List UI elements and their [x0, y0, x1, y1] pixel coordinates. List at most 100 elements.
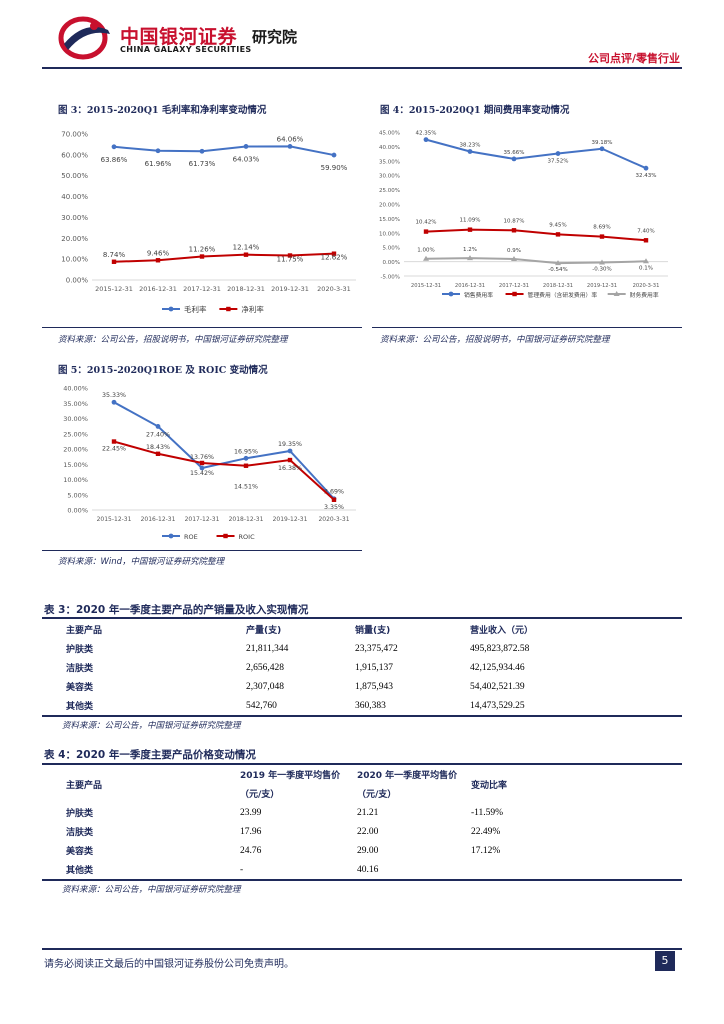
table-cell: 360,383 — [355, 700, 386, 711]
table-row: 其他类 - 40.16 — [62, 860, 590, 879]
table-cell: 其他类 — [66, 866, 94, 876]
data-label: 32.43% — [636, 173, 657, 179]
series-line — [425, 228, 647, 242]
y-tick-label: 25.00% — [379, 188, 400, 194]
y-tick-label: 30.00% — [61, 214, 88, 222]
footer-disclaimer: 请务必阅读正文最后的中国银河证券股份公司免责声明。 — [44, 959, 294, 970]
data-label: 0.9% — [507, 248, 521, 254]
footer-rule — [42, 948, 682, 950]
x-tick-label: 2019-12-31 — [271, 285, 309, 293]
series-line — [113, 145, 335, 157]
data-point — [155, 451, 161, 456]
data-label: 9.45% — [549, 222, 566, 228]
x-tick-label: 2016-12-31 — [141, 516, 176, 523]
data-label: 15.42% — [190, 470, 214, 477]
table-cell: 23.99 — [240, 807, 262, 818]
brand-institute: 研究院 — [252, 28, 298, 46]
brand-name-cn: 中国银河证券 — [120, 26, 238, 48]
data-point — [199, 148, 205, 154]
data-point — [243, 144, 249, 149]
table-cell — [467, 860, 590, 879]
data-point — [423, 255, 429, 261]
data-point — [199, 465, 205, 471]
header-rule — [42, 67, 682, 69]
fig5-divider — [42, 550, 362, 551]
table-cell: 2,656,428 — [246, 662, 284, 673]
data-point — [243, 463, 249, 468]
fig4-divider — [372, 327, 682, 328]
y-tick-label: 30.00% — [379, 174, 400, 180]
fig3-divider — [42, 327, 362, 328]
page-number: 5 — [655, 951, 675, 971]
table-cell: 40.16 — [357, 864, 379, 875]
y-tick-label: 0.00% — [67, 507, 88, 515]
table-cell: 美容类 — [66, 847, 94, 857]
data-label: 10.87% — [504, 218, 525, 224]
table-cell: 美容类 — [66, 683, 94, 693]
table-cell: -11.59% — [471, 807, 504, 818]
legend-label: 管理费用（含研发费用）率 — [528, 291, 598, 299]
legend-marker — [168, 533, 174, 539]
y-tick-label: 25.00% — [63, 430, 88, 438]
data-point — [423, 137, 429, 143]
table-cell: 29.00 — [357, 845, 379, 856]
data-label: 27.40% — [146, 431, 170, 438]
data-label: 19.35% — [278, 441, 302, 448]
data-point — [511, 156, 517, 162]
y-tick-label: 15.00% — [379, 217, 400, 223]
data-point — [199, 460, 205, 466]
data-label: 0.1% — [639, 265, 653, 271]
data-label: 42.35% — [416, 131, 437, 137]
table4-header-row: 主要产品 2019 年一季度平均售价 2020 年一季度平均售价 变动比率 — [62, 765, 590, 791]
data-label: 13.76% — [190, 454, 214, 461]
series-line — [425, 138, 647, 170]
data-point — [155, 258, 161, 263]
data-point — [287, 448, 293, 454]
y-tick-label: 10.00% — [379, 231, 400, 237]
table-row: 其他类 542,760 360,383 14,473,529.25 — [62, 696, 594, 715]
series-line — [113, 440, 335, 501]
data-label: 1.2% — [463, 247, 477, 253]
table4-bottom-rule — [42, 879, 682, 881]
series-line — [425, 257, 647, 265]
y-tick-label: 40.00% — [61, 193, 88, 201]
legend-marker — [168, 306, 174, 312]
data-label: 3.69% — [324, 489, 344, 496]
table-cell: 2,307,048 — [246, 681, 284, 692]
table3-header-cell: 销量(支) — [355, 626, 391, 636]
table-cell: 1,915,137 — [355, 662, 393, 673]
data-label: 3.35% — [324, 504, 344, 511]
data-point — [331, 497, 337, 502]
y-tick-label: 40.00% — [63, 385, 88, 393]
y-tick-label: 20.00% — [61, 235, 88, 243]
y-tick-label: 10.00% — [61, 256, 88, 264]
fig4-chart: -5.00% 0.00% 5.00% 10.00% 15.00% 20.00% 25.00%… — [379, 131, 668, 299]
data-point — [511, 228, 517, 233]
table3-header-cell: 主要产品 — [66, 626, 103, 636]
fig5-title: 图 5：2015-2020Q1ROE 及 ROIC 变动情况 — [58, 365, 268, 376]
data-point — [599, 234, 605, 239]
table-cell: 洁肤类 — [66, 664, 94, 674]
data-point — [111, 439, 117, 444]
data-label: 61.73% — [189, 160, 216, 168]
legend-marker — [512, 291, 517, 297]
table-cell: 542,760 — [246, 700, 277, 711]
company-logo — [58, 16, 110, 60]
table-cell: 21.21 — [357, 807, 379, 818]
table3-header-row: 主要产品 产量(支) 销量(支) 营业收入（元） — [62, 620, 594, 639]
fig3-source: 资料来源：公司公告，招股说明书，中国银河证券研究院整理 — [58, 335, 288, 345]
x-tick-label: 2017-12-31 — [185, 516, 220, 523]
data-point — [287, 457, 293, 463]
x-tick-label: 2020-3-31 — [317, 285, 351, 293]
y-tick-label: 35.00% — [379, 159, 400, 165]
table-cell: - — [240, 864, 244, 875]
y-tick-label: 0.00% — [383, 260, 400, 266]
data-label: 10.42% — [416, 220, 437, 226]
table4-top-rule — [42, 763, 682, 765]
fig5-source: 资料来源：Wind，中国银河证券研究院整理 — [58, 557, 225, 567]
table-cell: 22.00 — [357, 826, 379, 837]
data-label: 64.06% — [277, 135, 304, 143]
y-tick-label: -5.00% — [381, 275, 400, 281]
data-label: 14.51% — [234, 484, 258, 491]
data-label: 64.03% — [233, 155, 260, 163]
